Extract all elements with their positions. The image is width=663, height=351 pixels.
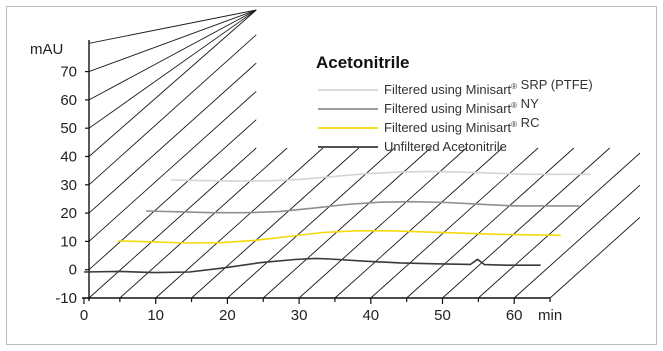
series-line — [117, 230, 561, 244]
depth-grid-line — [370, 147, 539, 299]
depth-grid-line — [191, 147, 360, 299]
series-line — [145, 200, 580, 214]
legend-title: Acetonitrile — [316, 53, 410, 72]
y-tick-label: 30 — [60, 177, 77, 194]
series-line — [170, 170, 591, 182]
depth-grid-line — [513, 184, 641, 299]
depth-grid-line — [88, 9, 257, 129]
depth-grid-line — [227, 147, 395, 299]
depth-grid-line — [549, 216, 641, 299]
y-tick-label: 0 — [69, 262, 77, 279]
depth-grid-line — [88, 34, 257, 186]
y-axis-unit-label: mAU — [30, 41, 63, 58]
depth-grid-line — [88, 147, 257, 299]
x-tick-label: 10 — [147, 307, 164, 324]
depth-grid-line — [88, 119, 257, 271]
legend-item-label: Filtered using Minisart® NY — [384, 96, 539, 116]
y-tick-label: 50 — [60, 120, 77, 137]
x-tick-label: 60 — [506, 307, 523, 324]
depth-grid-line — [334, 147, 503, 299]
x-tick-label: 40 — [362, 307, 379, 324]
y-tick-label: -10 — [55, 290, 77, 307]
depth-grid-line — [119, 147, 288, 299]
y-tick-label: 10 — [60, 233, 77, 250]
y-tick-label: 60 — [60, 92, 77, 109]
y-tick-label: 20 — [60, 205, 77, 222]
y-tick-label: 70 — [60, 64, 77, 81]
depth-grid-line — [88, 91, 257, 242]
x-tick-label: 0 — [80, 307, 88, 324]
x-axis-unit-label: min — [538, 307, 562, 324]
x-tick-label: 30 — [291, 307, 308, 324]
legend-item-label: Filtered using Minisart® SRP (PTFE) — [384, 77, 593, 97]
depth-grid-line — [88, 9, 257, 101]
depth-grid-line — [298, 147, 467, 299]
depth-grid-line — [88, 9, 257, 157]
depth-grid-line — [88, 9, 257, 73]
legend-item-label: Unfiltered Acetonitrile — [384, 139, 507, 154]
series-line — [83, 257, 541, 274]
x-tick-label: 50 — [434, 307, 451, 324]
legend-item-label: Filtered using Minisart® RC — [384, 115, 539, 135]
depth-grid-line — [262, 147, 431, 299]
depth-grid-line — [155, 147, 324, 299]
y-tick-label: 40 — [60, 149, 77, 166]
depth-grid-line — [478, 152, 641, 299]
x-tick-label: 20 — [219, 307, 236, 324]
depth-grid-line — [442, 147, 611, 299]
depth-grid-line — [88, 62, 257, 214]
depth-grid-line — [406, 147, 575, 299]
depth-grid-line — [88, 9, 257, 44]
